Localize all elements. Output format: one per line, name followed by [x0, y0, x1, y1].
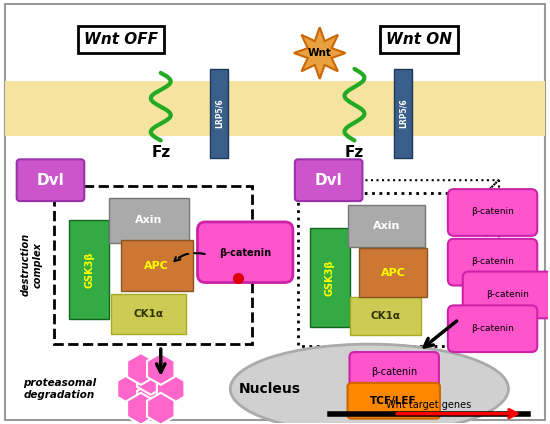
Text: LRP5/6: LRP5/6 — [399, 99, 408, 128]
FancyBboxPatch shape — [348, 383, 440, 418]
Bar — [109, 198, 189, 243]
FancyBboxPatch shape — [298, 193, 486, 346]
Text: β-catenin: β-catenin — [471, 207, 514, 217]
Text: Fz: Fz — [345, 145, 364, 160]
Bar — [211, 69, 228, 158]
Bar — [349, 298, 421, 335]
Ellipse shape — [230, 344, 508, 424]
Text: CK1α: CK1α — [134, 310, 164, 319]
Text: Axin: Axin — [135, 215, 162, 225]
Polygon shape — [294, 27, 345, 79]
Text: β-catenin: β-catenin — [371, 367, 417, 377]
FancyBboxPatch shape — [448, 305, 537, 352]
Text: β-catenin: β-catenin — [471, 257, 514, 266]
Bar — [69, 220, 109, 319]
Text: Wnt: Wnt — [308, 48, 332, 58]
FancyBboxPatch shape — [349, 352, 439, 392]
Bar — [111, 294, 185, 334]
Text: Dvl: Dvl — [315, 173, 343, 188]
Text: β-catenin: β-catenin — [219, 248, 271, 258]
Text: APC: APC — [381, 268, 406, 278]
Bar — [394, 69, 412, 158]
Text: destruction
complex: destruction complex — [21, 233, 42, 296]
Text: TCF/LEF: TCF/LEF — [370, 396, 416, 406]
Text: β-catenin: β-catenin — [471, 324, 514, 333]
Text: Wnt OFF: Wnt OFF — [84, 32, 158, 47]
Text: GSK3β: GSK3β — [84, 251, 94, 288]
Bar — [348, 205, 425, 247]
Text: Axin: Axin — [372, 221, 400, 231]
Bar — [5, 81, 545, 136]
FancyBboxPatch shape — [5, 4, 545, 420]
Text: GSK3β: GSK3β — [324, 259, 334, 296]
Text: LRP5/6: LRP5/6 — [215, 99, 224, 128]
FancyBboxPatch shape — [295, 159, 362, 201]
Text: Fz: Fz — [151, 145, 170, 160]
FancyBboxPatch shape — [54, 186, 252, 344]
Bar — [121, 240, 192, 291]
Bar — [310, 228, 349, 327]
Text: Wnt ON: Wnt ON — [386, 32, 452, 47]
FancyBboxPatch shape — [463, 272, 550, 318]
Text: Dvl: Dvl — [37, 173, 64, 188]
Text: proteasomal
degradation: proteasomal degradation — [23, 378, 96, 400]
Text: CK1α: CK1α — [370, 311, 400, 321]
Text: Nucleus: Nucleus — [239, 382, 301, 396]
FancyBboxPatch shape — [16, 159, 84, 201]
Text: β-catenin: β-catenin — [486, 290, 529, 299]
FancyBboxPatch shape — [448, 189, 537, 236]
FancyBboxPatch shape — [448, 239, 537, 285]
FancyBboxPatch shape — [197, 222, 293, 282]
Text: Wnt target genes: Wnt target genes — [386, 400, 471, 410]
Bar — [360, 248, 427, 298]
Text: APC: APC — [144, 261, 169, 271]
